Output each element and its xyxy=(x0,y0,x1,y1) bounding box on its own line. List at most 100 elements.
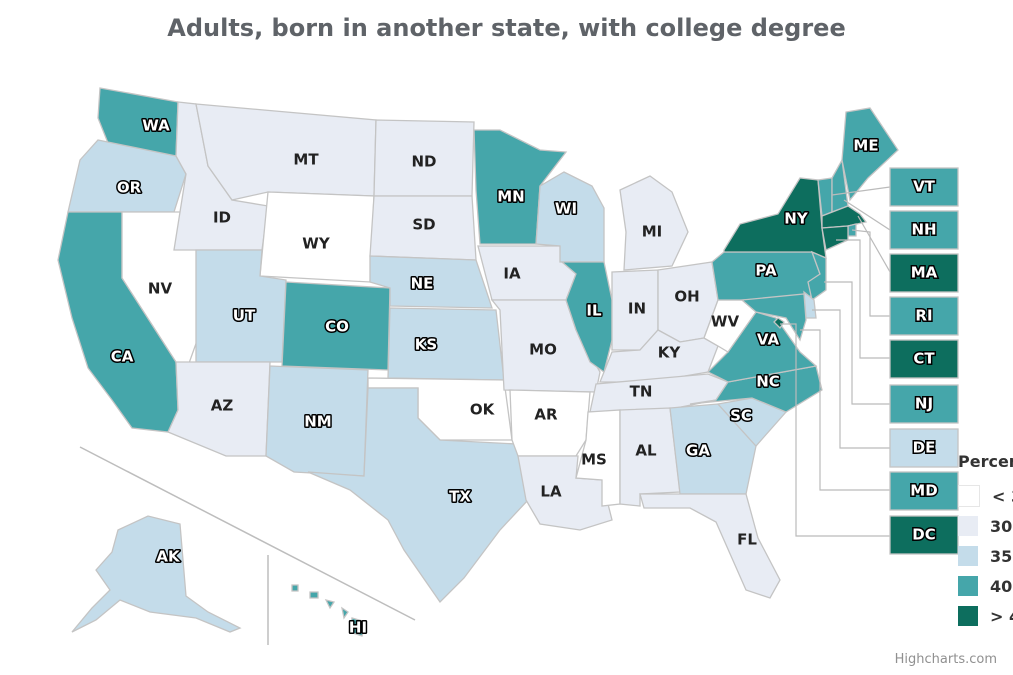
legend-label: < 30 xyxy=(992,486,1013,506)
label-mt: MT xyxy=(293,151,319,169)
callout-label-dc: DC xyxy=(912,526,935,544)
callout-box-ri[interactable] xyxy=(889,296,959,336)
label-nv: NV xyxy=(148,280,173,298)
label-wa: WA xyxy=(142,117,170,135)
state-tx[interactable] xyxy=(307,387,529,604)
state-md[interactable] xyxy=(740,293,807,342)
label-nd: ND xyxy=(411,153,436,171)
state-me[interactable] xyxy=(841,107,899,202)
state-mi[interactable] xyxy=(619,175,689,271)
callout-box-md[interactable] xyxy=(889,471,959,511)
label-fl: FL xyxy=(737,531,757,549)
inset-divider xyxy=(79,446,416,621)
label-nc: NC xyxy=(756,373,780,391)
callout-label-nj: NJ xyxy=(915,395,933,413)
label-tn: TN xyxy=(630,383,653,401)
callout-box-vt[interactable] xyxy=(889,167,959,207)
state-ny[interactable] xyxy=(723,177,827,260)
state-labels: WA OR CA NV ID MT WY UT AZ CO NM ND SD N… xyxy=(109,115,880,638)
label-ia: IA xyxy=(503,265,521,283)
state-ks[interactable] xyxy=(387,307,505,381)
label-sd: SD xyxy=(412,216,435,234)
label-ak: AK xyxy=(156,548,181,566)
legend-swatch xyxy=(958,516,978,536)
label-me: ME xyxy=(853,137,878,155)
label-in: IN xyxy=(628,300,646,318)
label-hi: HI xyxy=(349,619,367,637)
state-ak[interactable] xyxy=(71,515,242,633)
label-va: VA xyxy=(757,331,780,349)
leader-lines xyxy=(780,186,891,537)
map-title: Adults, born in another state, with coll… xyxy=(167,14,846,42)
state-ct[interactable] xyxy=(821,225,849,251)
label-mn: MN xyxy=(497,188,524,206)
label-mo: MO xyxy=(529,341,557,359)
label-wy: WY xyxy=(302,235,331,253)
label-ky: KY xyxy=(658,344,682,362)
callout-box-ct[interactable] xyxy=(889,339,959,379)
state-fl[interactable] xyxy=(639,493,781,599)
callout-label-vt: VT xyxy=(913,178,936,196)
legend-swatch xyxy=(958,606,978,626)
label-co: CO xyxy=(325,318,349,336)
callout-box-nh[interactable] xyxy=(889,210,959,250)
legend-swatch xyxy=(958,485,980,507)
callout-label-ri: RI xyxy=(915,307,932,325)
label-id: ID xyxy=(213,209,231,227)
state-mt[interactable] xyxy=(195,103,377,201)
callout-labels: VT NH MA RI CT NJ DE MD DC xyxy=(909,176,939,545)
label-ms: MS xyxy=(581,451,607,469)
legend-swatch xyxy=(958,576,978,596)
callout-label-nh: NH xyxy=(911,221,936,239)
legend: Percent < 30 30 - 35 35 - 40 40 - 45 > 4… xyxy=(958,452,1013,631)
state-hi[interactable] xyxy=(291,584,367,637)
state-la[interactable] xyxy=(517,455,613,531)
callout-boxes xyxy=(889,167,959,555)
label-ne: NE xyxy=(411,275,434,293)
legend-item[interactable]: < 30 xyxy=(958,481,1013,511)
callout-box-de[interactable] xyxy=(889,428,959,468)
legend-item[interactable]: 35 - 40 xyxy=(958,541,1013,571)
label-az: AZ xyxy=(211,397,234,415)
label-nm: NM xyxy=(304,413,331,431)
legend-label: 30 - 35 xyxy=(990,516,1013,536)
label-ny: NY xyxy=(784,210,809,228)
label-il: IL xyxy=(586,302,602,320)
label-wi: WI xyxy=(555,200,577,218)
callout-label-md: MD xyxy=(910,482,937,500)
legend-item[interactable]: > 45 xyxy=(958,601,1013,631)
legend-title: Percent xyxy=(958,452,1013,471)
legend-swatch xyxy=(958,546,978,566)
legend-item[interactable]: 40 - 45 xyxy=(958,571,1013,601)
label-mi: MI xyxy=(642,223,663,241)
label-la: LA xyxy=(540,483,562,501)
credits-link[interactable]: Highcharts.com xyxy=(894,652,997,667)
label-or: OR xyxy=(117,179,142,197)
callout-label-ma: MA xyxy=(911,264,938,282)
state-dc[interactable] xyxy=(773,317,785,330)
label-ar: AR xyxy=(534,406,558,424)
legend-label: > 45 xyxy=(990,606,1013,626)
state-ne[interactable] xyxy=(369,255,493,309)
callout-label-de: DE xyxy=(913,439,936,457)
label-pa: PA xyxy=(755,262,777,280)
label-ks: KS xyxy=(415,336,437,354)
label-ut: UT xyxy=(233,307,256,325)
state-il[interactable] xyxy=(560,261,613,374)
label-ga: GA xyxy=(686,442,710,460)
label-al: AL xyxy=(635,442,657,460)
label-sc: SC xyxy=(730,407,752,425)
legend-label: 35 - 40 xyxy=(990,546,1013,566)
callout-label-ct: CT xyxy=(913,350,935,368)
callout-box-ma[interactable] xyxy=(889,253,959,293)
legend-item[interactable]: 30 - 35 xyxy=(958,511,1013,541)
label-ok: OK xyxy=(470,401,496,419)
label-ca: CA xyxy=(111,348,134,366)
label-tx: TX xyxy=(449,488,471,506)
label-wv: WV xyxy=(711,313,740,331)
state-ga[interactable] xyxy=(669,403,757,495)
callout-box-nj[interactable] xyxy=(889,384,959,424)
label-oh: OH xyxy=(674,288,699,306)
legend-label: 40 - 45 xyxy=(990,576,1013,596)
